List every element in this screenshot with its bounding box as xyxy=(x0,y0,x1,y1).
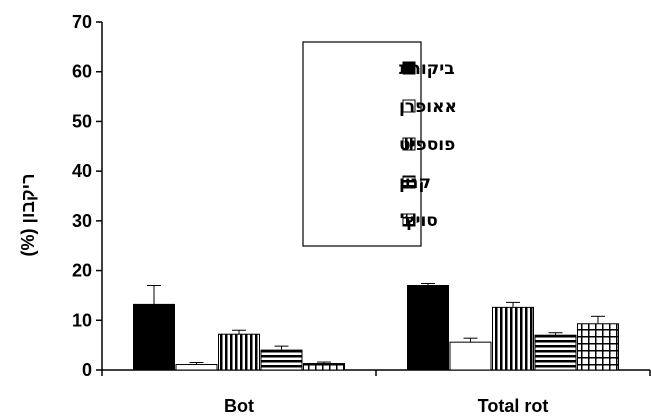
bar xyxy=(260,349,303,371)
y-tick-label: 0 xyxy=(82,360,92,380)
y-tick-label: 20 xyxy=(72,261,92,281)
bar xyxy=(492,306,534,371)
y-axis-label: ריקבון (%) xyxy=(18,174,38,257)
bar xyxy=(534,334,577,371)
x-category-label: Total rot xyxy=(478,396,549,416)
legend-label: ביקורת xyxy=(399,59,455,79)
legend-swatch xyxy=(402,213,416,227)
legend-swatch xyxy=(402,137,416,151)
plot-area: 0 10 20 30 40 50 60 70 Bot Total rot xyxy=(72,12,651,416)
bar xyxy=(175,364,218,371)
bar xyxy=(218,333,260,371)
y-tick-label: 60 xyxy=(72,62,92,82)
legend-box xyxy=(302,41,422,247)
legend-swatch xyxy=(402,61,416,75)
y-tick-label: 40 xyxy=(72,161,92,181)
bar xyxy=(303,363,345,371)
legend-label: אאופרן xyxy=(399,97,457,117)
legend-label: קנון xyxy=(399,173,431,193)
legend-swatch xyxy=(402,99,416,113)
bar xyxy=(407,284,449,371)
bar xyxy=(449,341,492,371)
legend: ביקורת אאופרן פוספיט קנון סויץ' xyxy=(302,41,457,247)
legend-label: פוספיט xyxy=(399,135,455,155)
y-tick-label: 30 xyxy=(72,211,92,231)
x-category-label: Bot xyxy=(224,396,254,416)
y-tick-label: 70 xyxy=(72,12,92,32)
legend-swatch xyxy=(402,175,416,189)
y-tick-label: 10 xyxy=(72,310,92,330)
bar xyxy=(577,323,619,371)
legend-label: סויץ' xyxy=(399,211,438,231)
y-tick-label: 50 xyxy=(72,111,92,131)
bar xyxy=(133,303,175,371)
